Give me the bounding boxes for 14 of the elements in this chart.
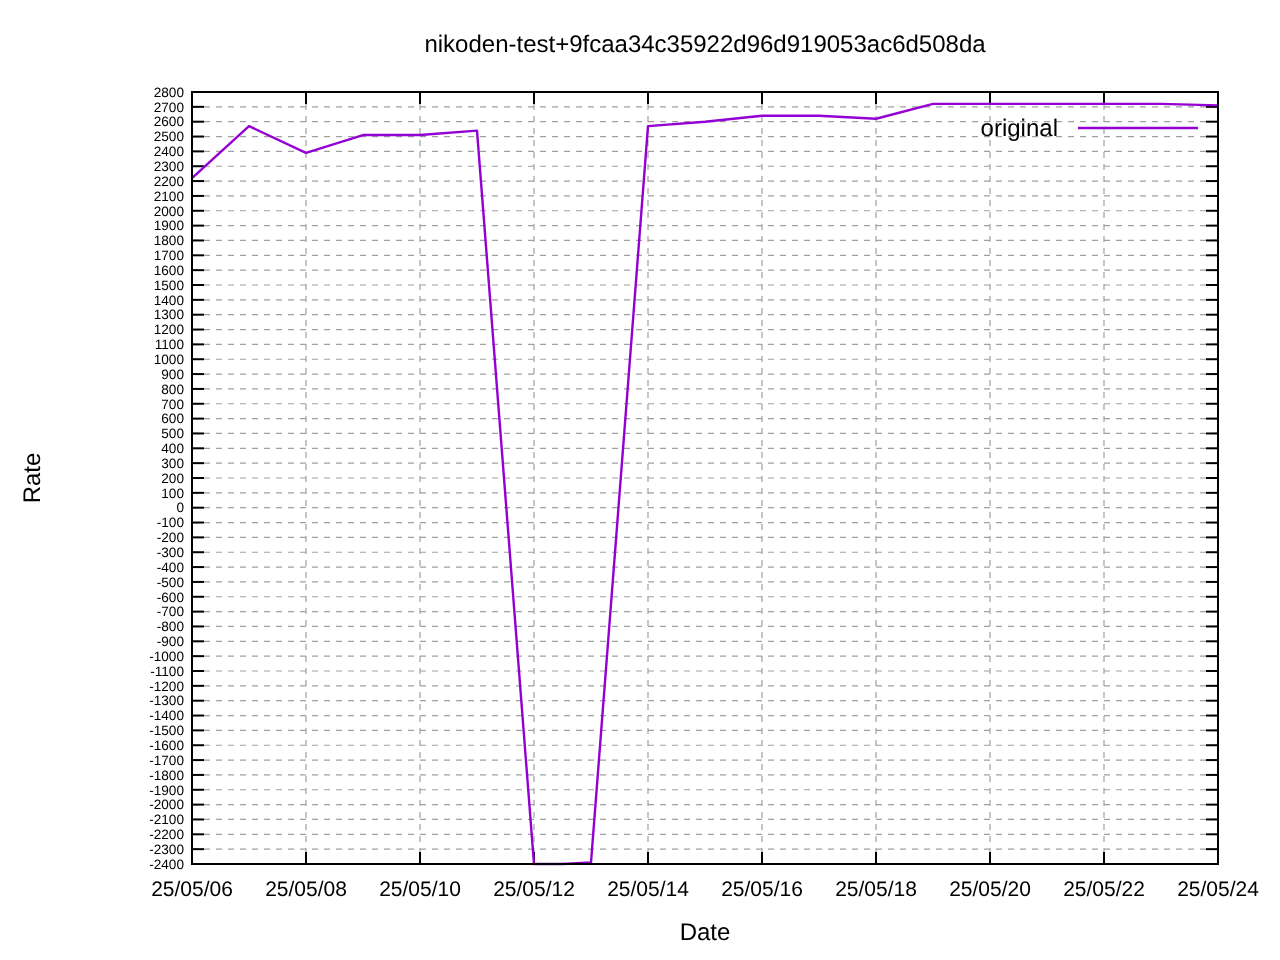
y-axis-title: Rate [18,452,46,504]
x-tick-label: 25/05/14 [607,878,690,902]
x-tick-label: 25/05/24 [1177,878,1260,902]
x-tick-label: 25/05/08 [265,878,348,902]
legend-label: original [980,114,1058,143]
x-tick-label: 25/05/10 [379,878,462,902]
x-tick-label: 25/05/16 [721,878,804,902]
x-tick-label: 25/05/12 [493,878,576,902]
x-tick-label: 25/05/18 [835,878,918,902]
chart-title: nikoden-test+9fcaa34c35922d96d919053ac6d508da [424,30,987,58]
x-tick-label: 25/05/20 [949,878,1032,902]
x-tick-label: 25/05/06 [151,878,234,902]
x-tick-label: 25/05/22 [1063,878,1146,902]
x-axis-title: Date [679,918,731,946]
